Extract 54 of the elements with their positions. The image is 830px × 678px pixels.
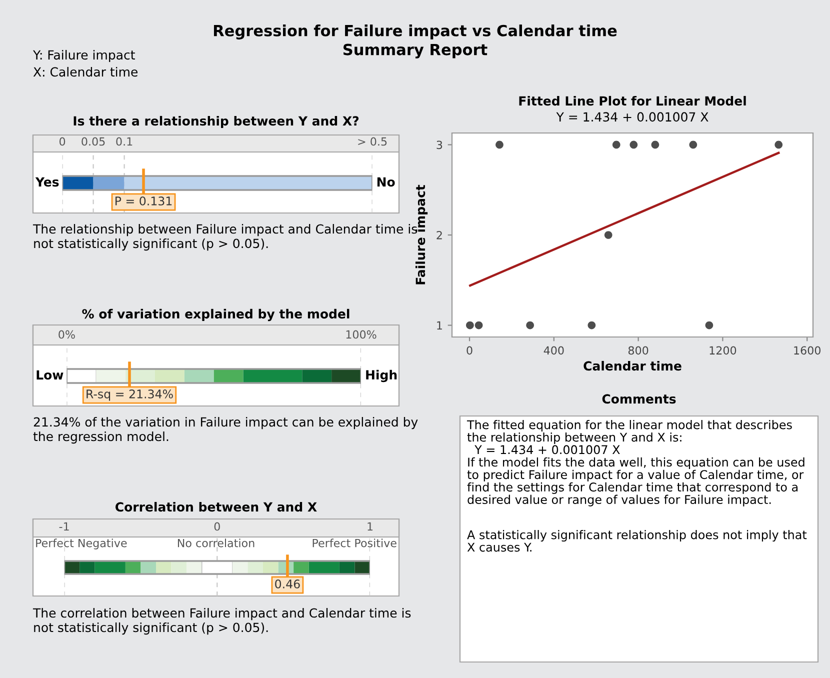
- x-tick-label: 1600: [794, 346, 820, 355]
- text: Summary Report: [343, 44, 488, 58]
- text: Regression for Failure impact vs Calendar time: [214, 24, 617, 40]
- point: [651, 140, 660, 149]
- text: A statistically significant relationship does not imply that X causes Y.: [467, 530, 807, 552]
- chart-title: Is there a relationship between Y and X?: [74, 116, 359, 128]
- x-tick-label: -1: [59, 522, 69, 531]
- text: The fitted equation for the linear model that describes the relationship between Y and X is: Y = 1.434 + 0.001007 X If the model fits the data well, this equation can be used to predict Failure impact for a value of Calendar time, or find the settings for Calendar time that correspond to a desired value or range of values for Failure impact.: [466, 420, 804, 506]
- text: No: [377, 177, 395, 187]
- point: [604, 231, 612, 239]
- x-tick-label: 100%: [346, 330, 376, 339]
- x-tick-label: 0: [466, 346, 472, 355]
- x-tick-label: 1: [368, 522, 373, 531]
- annotation: Perfect Positive: [312, 538, 396, 548]
- chart-title: % of variation explained by the model: [82, 308, 350, 322]
- point: [526, 321, 534, 330]
- chart-subtitle: Y = 1.434 + 0.001007 X: [556, 112, 708, 122]
- ref-line-label: R-sq = 21.34%: [86, 389, 173, 401]
- x-tick-label: 1200: [710, 346, 736, 355]
- x-axis-title: Calendar time: [584, 360, 682, 371]
- ref-line-label: 0.46: [275, 579, 300, 588]
- point: [689, 140, 698, 149]
- annotation: No correlation: [178, 538, 254, 548]
- point: [630, 140, 638, 149]
- x-tick-label: 0.1: [116, 137, 132, 146]
- y-tick-label: 2: [436, 230, 442, 240]
- ref-line-label: P = 0.131: [116, 196, 172, 206]
- text: Y: Failure impact: [32, 50, 135, 62]
- chart-title: Fitted Line Plot for Linear Model: [519, 96, 746, 106]
- x-tick-label: 0%: [58, 330, 75, 339]
- text: Yes: [35, 177, 59, 187]
- text: Low: [36, 370, 64, 380]
- text: High: [366, 370, 397, 382]
- text: The correlation between Failure impact and Calendar time is not statistically significant (p > 0.05).: [32, 608, 411, 635]
- annotation: Perfect Negative: [36, 538, 127, 550]
- x-tick-label: 0: [214, 522, 220, 531]
- text: X: Calendar time: [33, 66, 138, 77]
- x-tick-label: 800: [628, 346, 648, 355]
- point: [466, 321, 474, 330]
- x-tick-label: > 0.5: [358, 137, 387, 146]
- point: [612, 140, 620, 149]
- point: [474, 321, 483, 330]
- point: [705, 321, 714, 330]
- point: [496, 140, 504, 149]
- text: Comments: [602, 394, 676, 404]
- x-tick-label: 400: [544, 346, 564, 355]
- point: [588, 321, 596, 330]
- y-tick-label: 3: [436, 140, 442, 150]
- point: [774, 140, 783, 149]
- x-tick-label: 0: [60, 137, 66, 146]
- x-tick-label: 0.05: [82, 137, 105, 146]
- chart-title: Correlation between Y and X: [116, 502, 317, 512]
- y-tick-label: 1: [437, 321, 442, 330]
- text: 21.34% of the variation in Failure impact can be explained by the regression model.: [33, 417, 418, 444]
